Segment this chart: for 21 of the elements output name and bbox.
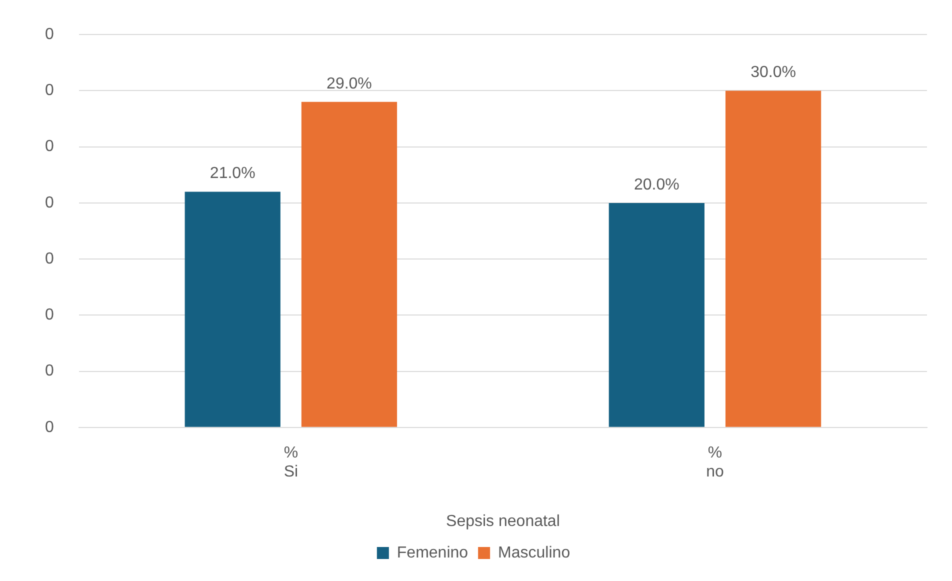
y-tick-label: 0 bbox=[44, 250, 54, 268]
y-tick-label: 0 bbox=[44, 138, 54, 156]
y-tick-label: 0 bbox=[44, 26, 54, 44]
x-axis-title: Sepsis neonatal bbox=[446, 512, 560, 530]
y-tick-label: 0 bbox=[44, 418, 54, 436]
y-tick-label: 0 bbox=[44, 306, 54, 324]
data-label: 30.0% bbox=[750, 64, 796, 82]
data-label: 21.0% bbox=[210, 165, 256, 182]
bar bbox=[608, 202, 704, 427]
bar bbox=[301, 102, 398, 427]
legend-label: Femenino bbox=[396, 544, 468, 562]
data-label: 29.0% bbox=[326, 75, 372, 92]
legend-label: Masculino bbox=[498, 544, 570, 562]
bar bbox=[184, 192, 280, 427]
x-tick-label: % Si bbox=[284, 444, 298, 481]
data-label: 20.0% bbox=[634, 176, 680, 194]
y-tick-label: 0 bbox=[44, 194, 54, 212]
bar bbox=[725, 90, 822, 427]
y-tick-label: 0 bbox=[44, 82, 54, 100]
x-tick-label: % no bbox=[706, 444, 724, 481]
y-tick-label: 0 bbox=[44, 362, 54, 380]
